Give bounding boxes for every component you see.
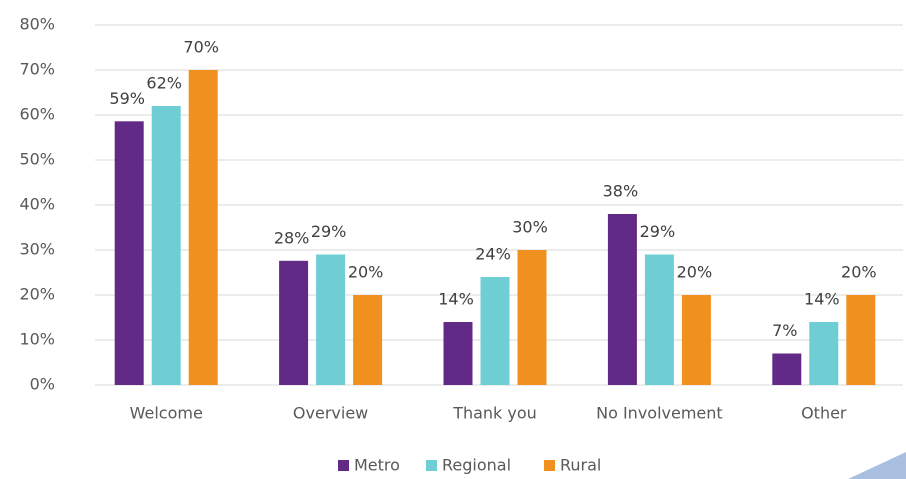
value-label: 29% [640,222,676,241]
value-label: 14% [438,290,474,309]
value-label: 24% [475,245,511,264]
legend-label: Metro [354,456,400,475]
value-label: 7% [772,321,797,340]
bar [681,295,711,385]
value-label: 20% [348,263,384,282]
x-tick-label: Welcome [130,404,203,423]
bar [316,254,346,385]
bar [772,353,802,385]
legend-swatch [544,460,555,471]
value-label: 14% [804,290,840,309]
y-tick-label: 80% [19,15,55,34]
y-tick-label: 70% [19,60,55,79]
y-tick-label: 20% [19,285,55,304]
x-tick-label: No Involvement [596,404,723,423]
y-tick-label: 60% [19,105,55,124]
bar [517,250,547,385]
legend-swatch [338,460,349,471]
legend-swatch [426,460,437,471]
legend-label: Regional [442,456,511,475]
bar [607,214,637,385]
decoration [848,452,906,479]
bar [846,295,876,385]
x-tick-label: Overview [293,404,368,423]
y-tick-label: 40% [19,195,55,214]
value-label: 38% [603,182,639,201]
bar [188,70,218,385]
bar [443,322,473,385]
y-tick-label: 10% [19,330,55,349]
value-label: 30% [512,218,548,237]
y-tick-label: 50% [19,150,55,169]
bar [279,260,309,385]
legend-label: Rural [560,456,601,475]
value-label: 70% [183,38,219,57]
value-label: 59% [109,89,145,108]
bar [114,121,144,386]
bar [480,277,510,385]
bar [644,254,674,385]
value-label: 62% [146,74,182,93]
bar [151,106,181,385]
bar [353,295,383,385]
value-label: 20% [841,263,877,282]
value-label: 20% [677,263,713,282]
bar [809,322,839,385]
y-tick-label: 0% [30,375,55,394]
y-tick-label: 30% [19,240,55,259]
x-tick-label: Other [801,404,847,423]
x-tick-label: Thank you [452,404,537,423]
value-label: 29% [311,222,347,241]
value-label: 28% [274,228,310,247]
